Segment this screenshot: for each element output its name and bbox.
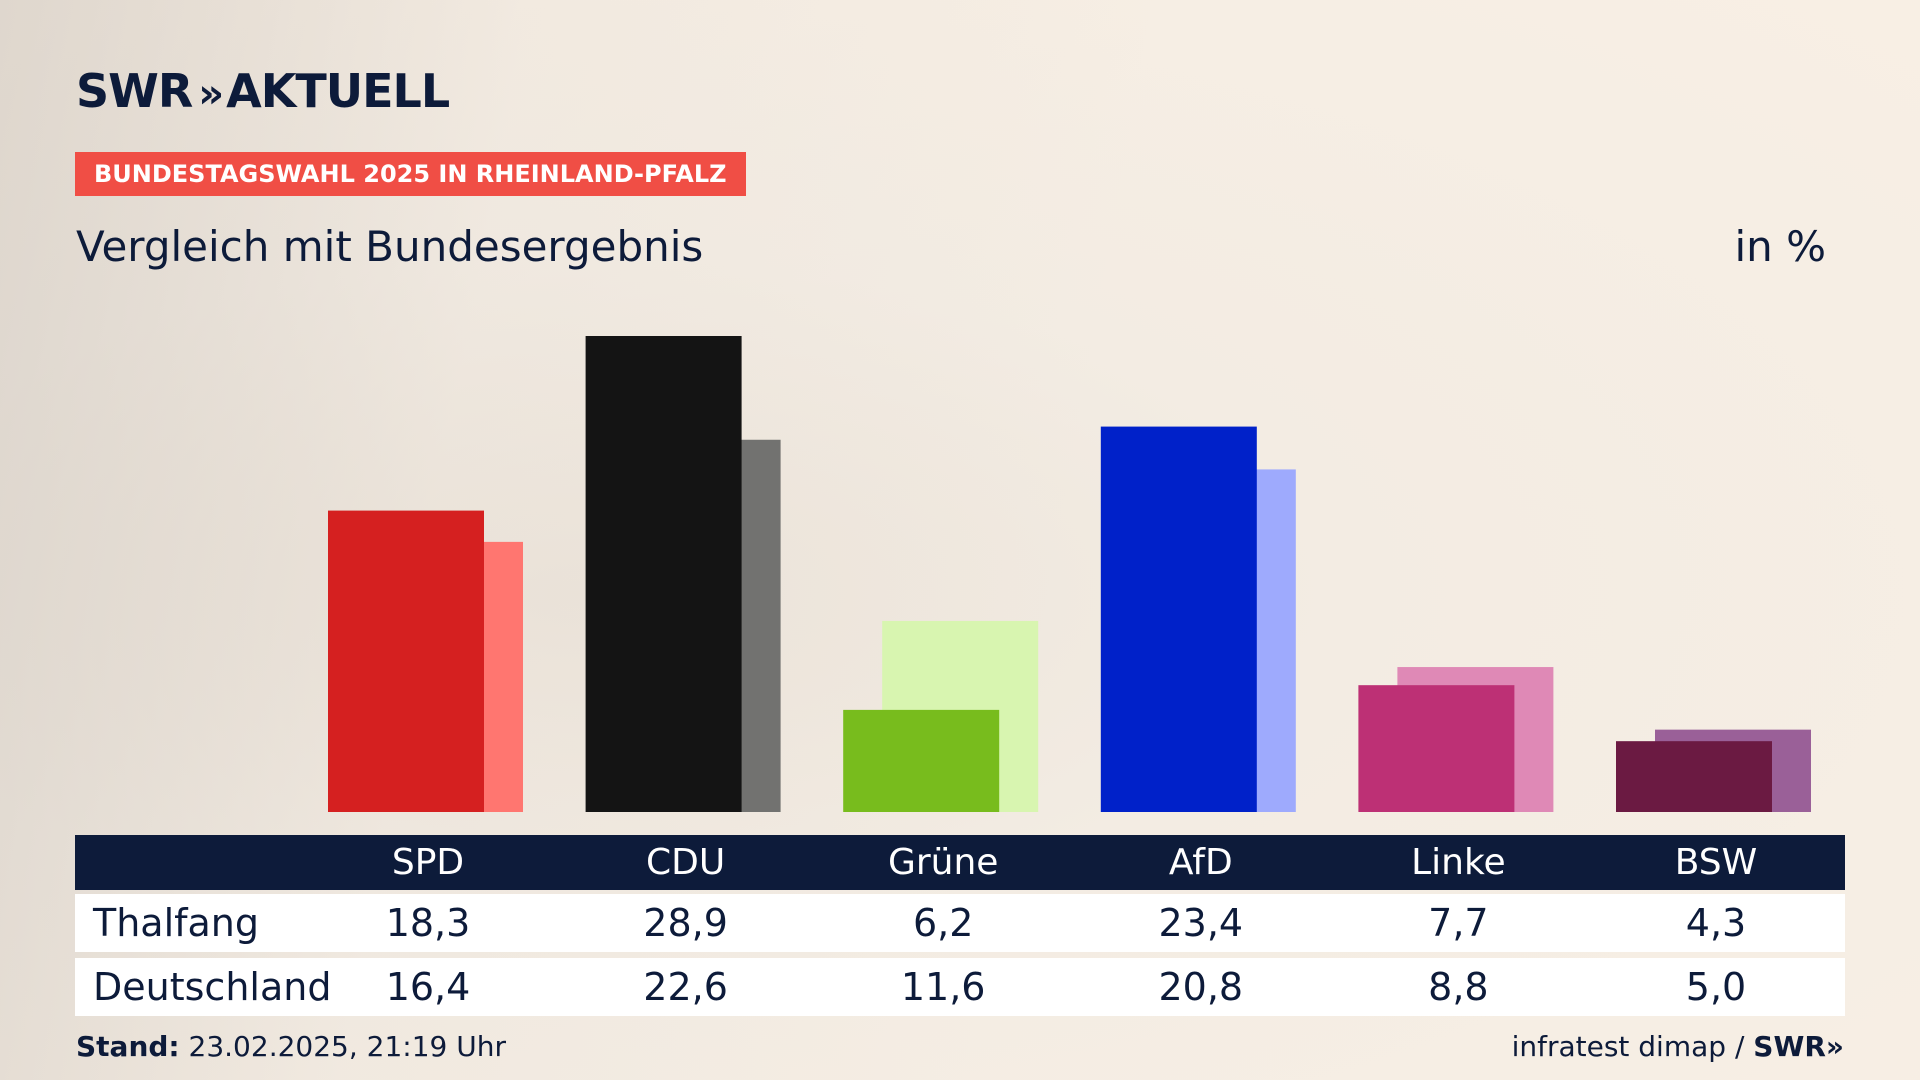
bar-thalfang-spd: [328, 510, 484, 812]
bar-thalfang-afd: [1100, 426, 1257, 812]
bar-chart: [328, 336, 1811, 812]
results-table: SPD CDU Grüne AfD Linke BSW Thalfang 18,3 28,9…: [75, 835, 1845, 1016]
column-header-bsw: BSW: [1674, 842, 1758, 883]
value-deutschland-gruene: 11,6: [900, 965, 986, 1009]
chart-subtitle: Vergleich mit Bundesergebnis: [76, 222, 704, 271]
swr-aktuell-logo: SWR» AKTUELL: [76, 64, 450, 118]
table-row-deutschland: Deutschland 16,4 22,6 11,6 20,8 8,8 5,0: [75, 958, 1845, 1016]
value-thalfang-cdu: 28,9: [643, 901, 728, 945]
table-header-row: SPD CDU Grüne AfD Linke BSW: [75, 835, 1845, 890]
column-header-gruene: Grüne: [887, 842, 999, 883]
swr-brand-mark: SWR»: [1753, 1030, 1844, 1063]
value-deutschland-spd: 16,4: [385, 965, 471, 1009]
value-thalfang-bsw: 4,3: [1685, 901, 1747, 945]
value-thalfang-linke: 7,7: [1428, 901, 1489, 945]
footer-timestamp: Stand: 23.02.2025, 21:19 Uhr: [76, 1030, 506, 1063]
value-deutschland-linke: 8,8: [1428, 965, 1489, 1009]
row-label-thalfang: Thalfang: [93, 901, 260, 945]
value-deutschland-cdu: 22,6: [643, 965, 728, 1009]
column-header-spd: SPD: [391, 842, 465, 883]
value-thalfang-gruene: 6,2: [912, 901, 974, 945]
value-deutschland-bsw: 5,0: [1685, 965, 1747, 1009]
row-label-deutschland: Deutschland: [93, 965, 332, 1009]
bar-thalfang-gruene: [843, 709, 1000, 812]
logo-swr: SWR: [76, 64, 193, 118]
stand-label: Stand:: [76, 1030, 180, 1063]
value-deutschland-afd: 20,8: [1158, 965, 1244, 1009]
column-header-afd: AfD: [1168, 842, 1233, 883]
bar-thalfang-cdu: [585, 336, 742, 812]
column-header-cdu: CDU: [645, 842, 726, 883]
value-thalfang-spd: 18,3: [385, 901, 471, 945]
election-badge: BUNDESTAGSWAHL 2025 IN RHEINLAND-PFALZ: [75, 152, 746, 196]
value-thalfang-afd: 23,4: [1158, 901, 1244, 945]
footer-source: infratest dimap / SWR»: [1512, 1030, 1844, 1063]
table-row-thalfang: Thalfang 18,3 28,9 6,2 23,4 7,7 4,3: [75, 894, 1845, 952]
bar-thalfang-linke: [1358, 685, 1515, 812]
stand-value: 23.02.2025, 21:19 Uhr: [188, 1030, 506, 1063]
unit-label: in %: [1734, 222, 1826, 271]
bar-thalfang-bsw: [1616, 741, 1772, 812]
column-header-linke: Linke: [1411, 842, 1506, 883]
logo-aktuell: AKTUELL: [226, 64, 450, 118]
source-text: infratest dimap /: [1511, 1030, 1745, 1063]
